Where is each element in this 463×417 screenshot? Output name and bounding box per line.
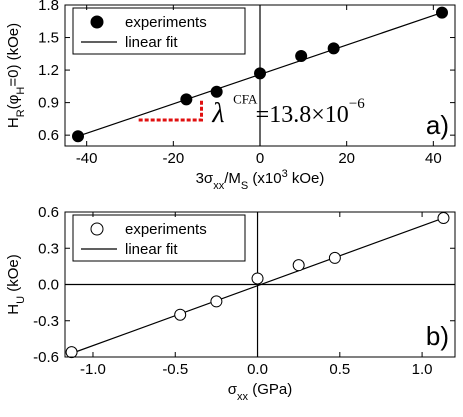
y-tick-label: 0.6 bbox=[38, 204, 59, 221]
y-tick-label: 0.3 bbox=[38, 240, 59, 257]
data-point bbox=[437, 212, 450, 225]
legend-entry-linear-fit: linear fit bbox=[125, 241, 178, 258]
panel-a-x-axis-label: 3σxx/MS (x103 kOe) bbox=[196, 168, 325, 192]
lambda-value: =13.8×10 bbox=[256, 102, 349, 128]
x-tick-label: -0.5 bbox=[162, 361, 188, 378]
lambda-superscript: CFA bbox=[233, 92, 258, 107]
panel-b-x-ticks: -1.0 -0.5 0.0 0.5 1.0 bbox=[80, 212, 433, 378]
x-tick-label: 0.5 bbox=[329, 361, 350, 378]
panel-a-annotation: λ CFA=13.8×10 −6 bbox=[138, 92, 365, 129]
legend-marker bbox=[90, 222, 104, 236]
panel-a-y-axis-label: HR(φH=0) (kOe) bbox=[5, 23, 27, 128]
panel-b-x-axis-label: σxx (GPa) bbox=[228, 381, 292, 403]
data-point bbox=[180, 93, 193, 106]
data-point bbox=[292, 259, 305, 272]
data-point bbox=[251, 272, 264, 285]
panel-a-x-ticks: -40 -20 0 20 40 bbox=[76, 5, 442, 167]
panel-a-y-ticks: 0.6 0.9 1.2 1.5 1.8 bbox=[38, 0, 455, 144]
data-point bbox=[65, 346, 78, 359]
y-tick-label: 1.5 bbox=[38, 30, 59, 47]
x-tick-label: -20 bbox=[162, 150, 184, 167]
legend-box bbox=[72, 214, 246, 262]
y-tick-label: -0.6 bbox=[33, 349, 59, 366]
linear-fit-line bbox=[71, 216, 447, 354]
panel-a-points bbox=[72, 6, 448, 143]
data-point bbox=[328, 251, 341, 264]
panel-b-label: b) bbox=[426, 321, 449, 351]
legend-marker bbox=[90, 15, 104, 29]
x-tick-label: -40 bbox=[76, 150, 98, 167]
x-tick-label: 1.0 bbox=[412, 361, 433, 378]
y-tick-label: 0.9 bbox=[38, 95, 59, 112]
panel-b-points bbox=[65, 212, 450, 359]
panel-b-y-axis-label: HU (kOe) bbox=[5, 254, 27, 314]
data-point bbox=[72, 130, 84, 143]
panel-b-fit-line-group bbox=[71, 216, 447, 354]
panel-b-y-ticks: -0.6 -0.3 0.0 0.3 0.6 bbox=[33, 204, 455, 366]
x-tick-label: 0 bbox=[256, 150, 264, 167]
x-tick-label: -1.0 bbox=[80, 361, 106, 378]
legend-entry-linear-fit: linear fit bbox=[125, 34, 178, 51]
legend-entry-experiments: experiments bbox=[125, 14, 207, 31]
y-tick-label: 1.8 bbox=[38, 0, 59, 14]
data-point bbox=[436, 6, 448, 19]
data-point bbox=[174, 308, 187, 321]
y-tick-label: 0.6 bbox=[38, 127, 59, 144]
y-tick-label: 0.0 bbox=[38, 277, 59, 294]
data-point bbox=[254, 67, 266, 80]
y-tick-label: 1.2 bbox=[38, 62, 59, 79]
panel-b-legend: experiments linear fit bbox=[72, 214, 246, 262]
x-tick-label: 0.0 bbox=[247, 361, 268, 378]
panel-a-label: a) bbox=[426, 110, 449, 140]
data-point bbox=[210, 85, 223, 98]
panel-a-legend: experiments linear fit bbox=[72, 7, 246, 55]
slope-guide bbox=[138, 99, 203, 122]
data-point bbox=[327, 42, 340, 55]
legend-box bbox=[72, 7, 246, 55]
x-tick-label: 40 bbox=[425, 150, 442, 167]
data-point bbox=[295, 49, 308, 62]
legend-entry-experiments: experiments bbox=[125, 221, 207, 238]
panel-a: λ CFA=13.8×10 −6 experiments linear fit -40… bbox=[5, 0, 456, 192]
lambda-exponent: −6 bbox=[349, 96, 365, 112]
x-tick-label: 20 bbox=[338, 150, 355, 167]
lambda-symbol: λ bbox=[211, 98, 224, 129]
y-tick-label: -0.3 bbox=[33, 313, 59, 330]
data-point bbox=[210, 295, 223, 308]
